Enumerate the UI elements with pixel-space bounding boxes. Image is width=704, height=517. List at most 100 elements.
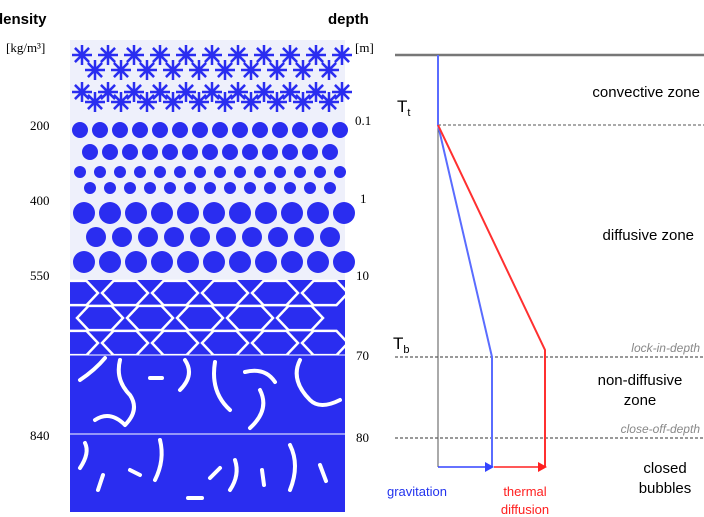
density-label: 840 [30,428,50,443]
channel [243,368,277,384]
grain [192,122,208,138]
t-top: Tt [397,97,410,119]
grain [204,182,216,194]
grain [222,144,238,160]
snowflake-core [195,66,203,74]
snowflake-core [78,51,86,59]
label-line: zone [624,392,657,409]
channel [116,358,136,427]
channel [153,438,164,482]
thermal-profile [437,124,546,467]
grain [164,227,184,247]
grain [84,182,96,194]
grain [304,182,316,194]
grain [334,166,346,178]
grain [333,202,355,224]
close-off-label: close-off-depth [621,422,701,436]
zone-label: closed bubbles [639,460,692,497]
grain [307,251,329,273]
snowflake-core [169,98,177,106]
hex-edge [150,279,200,307]
snowflake-core [221,98,229,106]
grain [112,122,128,138]
grain [232,122,248,138]
snowflake-core [91,66,99,74]
snowflake-core [247,66,255,74]
hex-edge [250,279,300,307]
grain [151,202,173,224]
snowflake-core [117,66,125,74]
grain [212,122,228,138]
snowflake-core [182,88,190,96]
snowflake-core [143,98,151,106]
snowflake-core [156,88,164,96]
grain [72,122,88,138]
grain [172,122,188,138]
grain [281,251,303,273]
channel [212,360,232,412]
snowflake-core [247,98,255,106]
channel [318,463,328,483]
grain [99,251,121,273]
grain [284,182,296,194]
grain [82,144,98,160]
grain [302,144,318,160]
grain [151,251,173,273]
grain [203,202,225,224]
grain [255,251,277,273]
snowflake-core [91,98,99,106]
channel [294,358,342,407]
depth-label: 70 [356,348,369,363]
channel [78,441,89,470]
snowflake-core [143,66,151,74]
snowflake-core [117,98,125,106]
zone-label: convective zone [592,84,700,101]
grain [214,166,226,178]
grain [162,144,178,160]
channel [260,468,266,487]
grain [268,227,288,247]
snowflake-core [208,88,216,96]
label-line: diffusion [501,502,549,517]
depth-title: depth [328,11,369,28]
snowflake-core [169,66,177,74]
channel [228,458,239,492]
grain [255,202,277,224]
grain [177,202,199,224]
thermal-label: thermal diffusion [501,484,549,517]
label-line: bubbles [639,480,692,497]
grain [94,166,106,178]
grain [312,122,328,138]
depth-label: 0.1 [355,113,371,128]
grain [216,227,236,247]
snowflake-core [338,51,346,59]
snowflake-core [195,98,203,106]
snowflake-core [130,88,138,96]
grain [294,166,306,178]
hex-edge [175,304,225,332]
grain [164,182,176,194]
snowflake-core [299,66,307,74]
grain [272,122,288,138]
channel [248,388,266,430]
channel [178,358,191,392]
channel [78,356,107,382]
grain [74,166,86,178]
grain [114,166,126,178]
grain [281,202,303,224]
grain [73,251,95,273]
snowflake-core [260,51,268,59]
hex-edge [275,304,325,332]
grain [333,251,355,273]
snowflake-core [286,51,294,59]
grain [224,182,236,194]
grain [202,144,218,160]
hex-edge [300,279,350,307]
grain [244,182,256,194]
snowflake-core [299,98,307,106]
grain [182,144,198,160]
grain [234,166,246,178]
grain [112,227,132,247]
channel [288,443,297,492]
channel [208,466,222,480]
